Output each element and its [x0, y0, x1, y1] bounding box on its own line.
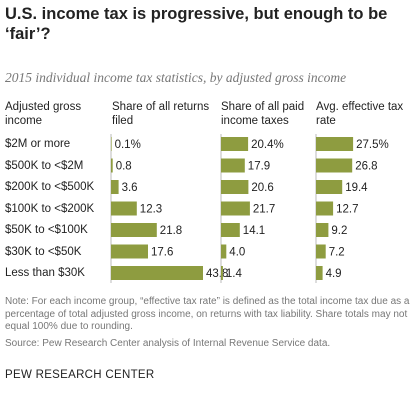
- category-label: $30K to <$50K: [5, 245, 82, 258]
- returns-bar: [111, 244, 148, 259]
- paid-value-label: 4.0: [229, 247, 245, 259]
- paid-value-label: 20.6: [251, 182, 273, 194]
- paid-bar: [221, 201, 250, 216]
- paid-value-label: 17.9: [248, 161, 270, 173]
- paid-bar: [221, 158, 245, 173]
- rate-bar: [316, 180, 343, 194]
- chart-subtitle: 2015 individual income tax statistics, b…: [5, 70, 347, 85]
- column-header-returns: Share of all returns filed: [112, 101, 210, 127]
- rate-bar: [316, 244, 326, 259]
- paid-bar: [221, 223, 240, 237]
- column-header-paid: Share of all paid income taxes: [221, 101, 305, 127]
- paid-value-label: 14.1: [243, 225, 265, 237]
- rate-value-label: 7.2: [329, 247, 345, 259]
- rate-value-label: 12.7: [336, 204, 358, 216]
- rate-bar: [316, 158, 353, 173]
- paid-bar: [221, 137, 249, 151]
- category-label: $200K to <$500K: [5, 181, 95, 193]
- paid-value-label: 21.7: [253, 204, 275, 216]
- category-label: $500K to <$2M: [5, 159, 84, 172]
- rate-bar: [316, 223, 329, 237]
- category-label: $2M or more: [5, 138, 71, 150]
- returns-bar: [111, 223, 157, 237]
- rate-value-label: 26.8: [355, 161, 377, 173]
- rate-bar: [316, 137, 354, 151]
- paid-value-label: 20.4%: [251, 139, 284, 151]
- returns-value-label: 21.8: [160, 225, 182, 237]
- rate-bar: [316, 201, 334, 216]
- rate-value-label: 4.9: [326, 268, 342, 280]
- paid-bar: [221, 180, 249, 194]
- returns-bar: [111, 158, 113, 173]
- returns-value-label: 0.8: [116, 161, 132, 173]
- returns-value-label: 3.6: [122, 182, 138, 194]
- rate-value-label: 27.5%: [356, 139, 389, 151]
- rate-value-label: 9.2: [331, 225, 347, 237]
- paid-bar: [221, 266, 223, 280]
- paid-bar: [221, 244, 227, 259]
- category-label: Less than $30K: [5, 267, 85, 279]
- column-header-rate: Avg. effective tax rate: [316, 101, 404, 127]
- returns-bar: [111, 266, 203, 280]
- category-label: $50K to <$100K: [5, 224, 88, 236]
- paid-value-label: 1.4: [226, 268, 243, 280]
- rate-value-label: 19.4: [345, 182, 368, 194]
- returns-bar: [111, 201, 137, 216]
- chart-note: Note: For each income group, “effective …: [5, 296, 410, 332]
- column-header-group: Adjusted gross income: [5, 101, 82, 127]
- returns-bar: [111, 180, 119, 194]
- returns-bar: [111, 137, 112, 151]
- brand-footer: PEW RESEARCH CENTER: [5, 369, 155, 381]
- returns-value-label: 17.6: [151, 247, 173, 259]
- chart-title: U.S. income tax is progressive, but enou…: [5, 5, 388, 43]
- rate-bar: [316, 266, 323, 280]
- chart-source: Source: Pew Research Center analysis of …: [5, 338, 331, 349]
- returns-value-label: 12.3: [140, 204, 162, 216]
- returns-value-label: 0.1%: [115, 139, 141, 151]
- category-label: $100K to <$200K: [5, 202, 95, 215]
